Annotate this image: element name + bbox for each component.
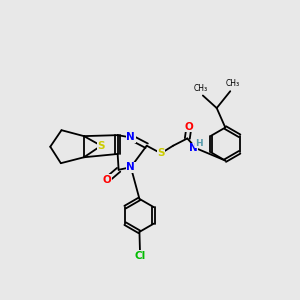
- Text: CH₃: CH₃: [194, 83, 208, 92]
- Text: N: N: [189, 143, 198, 153]
- Text: N: N: [127, 162, 135, 172]
- Text: O: O: [103, 175, 111, 185]
- Text: S: S: [98, 141, 105, 151]
- Text: CH₃: CH₃: [225, 79, 239, 88]
- Text: S: S: [157, 148, 165, 158]
- Text: O: O: [184, 122, 193, 132]
- Text: Cl: Cl: [134, 251, 146, 261]
- Text: H: H: [195, 139, 203, 148]
- Text: N: N: [127, 133, 135, 142]
